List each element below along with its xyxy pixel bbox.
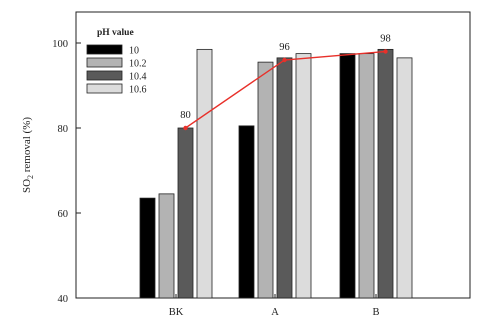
legend-label-10: 10 xyxy=(129,46,139,57)
legend-swatch-10 xyxy=(86,44,123,55)
bars xyxy=(139,48,413,299)
overlay-point xyxy=(282,57,287,63)
bar-bk-10 xyxy=(139,197,156,299)
legend-label-10-4: 10.4 xyxy=(129,72,147,83)
bar-bk-10-6 xyxy=(196,48,213,299)
bar-a-10-6 xyxy=(295,53,312,299)
bar-a-10-4 xyxy=(276,57,293,299)
y-tick-label: 80 xyxy=(58,124,69,135)
y-tick-label: 100 xyxy=(52,39,68,50)
legend: pH value 10 10.2 10.4 10.6 xyxy=(86,28,147,96)
overlay-point xyxy=(183,125,188,131)
y-axis: 40 60 80 100 xyxy=(52,39,81,305)
bar-bk-10-4 xyxy=(177,127,194,299)
legend-swatch-10-4 xyxy=(86,70,123,81)
legend-swatch-10-2 xyxy=(86,57,123,68)
y-tick-label: 60 xyxy=(58,209,69,220)
x-tick-label-a: A xyxy=(271,307,279,318)
legend-label-10-2: 10.2 xyxy=(129,59,147,70)
legend-label-10-6: 10.6 xyxy=(129,85,147,96)
overlay-point xyxy=(383,49,388,54)
bar-b-10-2 xyxy=(358,53,375,299)
y-axis-title: SO2 removal (%) xyxy=(21,117,35,193)
overlay-label: 98 xyxy=(380,34,391,45)
overlay-label: 96 xyxy=(279,42,290,53)
bar-bk-10-2 xyxy=(158,193,175,299)
bar-b-10-6 xyxy=(396,57,413,299)
x-tick-label-bk: BK xyxy=(169,307,184,318)
bar-a-10-2 xyxy=(257,61,274,299)
overlay-line: 80 96 98 xyxy=(180,34,391,131)
bar-a-10 xyxy=(238,125,255,299)
x-tick-label-b: B xyxy=(372,307,379,318)
overlay-label: 80 xyxy=(180,110,191,121)
legend-title: pH value xyxy=(97,28,134,38)
x-axis: BK A B xyxy=(169,294,380,318)
y-tick-label: 40 xyxy=(58,294,69,305)
bar-b-10 xyxy=(339,53,356,299)
bar-b-10-4 xyxy=(377,48,394,299)
legend-swatch-10-6 xyxy=(86,83,123,94)
